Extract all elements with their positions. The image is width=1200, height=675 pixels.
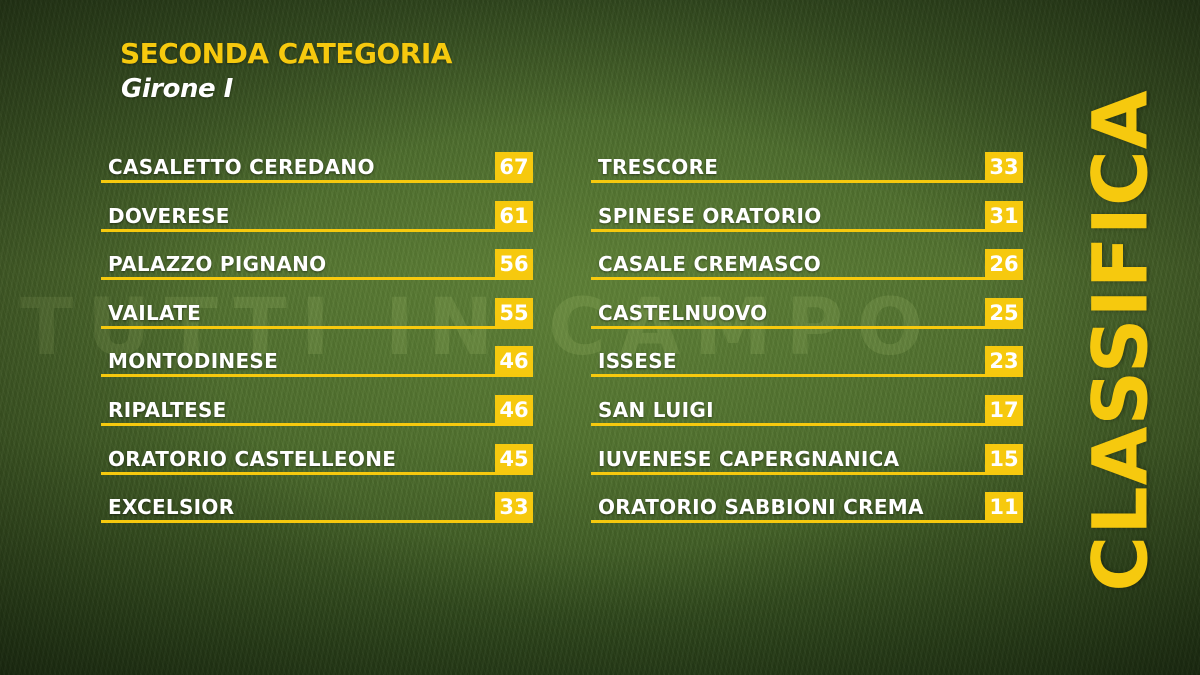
points-badge: 11 bbox=[985, 492, 1023, 524]
row-underline bbox=[101, 180, 495, 183]
row-underline bbox=[101, 277, 495, 281]
row-underline bbox=[591, 228, 985, 232]
points-badge: 61 bbox=[495, 200, 533, 232]
competition-title: SECONDA CATEGORIA bbox=[120, 37, 452, 70]
standings-row: IUVENESE CAPERGNANICA 15 bbox=[591, 443, 1023, 476]
team-name: PALAZZO PIGNANO bbox=[108, 252, 327, 277]
standings-row: ISSESE 23 bbox=[591, 346, 1023, 378]
standings-row: RIPALTESE 46 bbox=[101, 394, 533, 427]
points-badge: 45 bbox=[495, 443, 533, 475]
team-name: DOVERESE bbox=[108, 203, 230, 228]
points-badge: 26 bbox=[985, 249, 1023, 281]
standings-row: ORATORIO SABBIONI CREMA 11 bbox=[591, 492, 1023, 524]
team-name: CASALE CREMASCO bbox=[598, 252, 822, 277]
team-name: TRESCORE bbox=[598, 155, 719, 179]
points-badge: 56 bbox=[495, 249, 533, 281]
team-name: IUVENESE CAPERGNANICA bbox=[598, 446, 900, 471]
team-name: CASTELNUOVO bbox=[598, 300, 768, 325]
row-underline bbox=[591, 325, 985, 329]
row-underline bbox=[101, 228, 495, 232]
points-badge: 33 bbox=[495, 492, 533, 524]
classifica-label: CLASSIFICA bbox=[1070, 80, 1170, 600]
row-underline bbox=[591, 422, 985, 426]
standings-column-right: TRESCORE 33 SPINESE ORATORIO 31 CASALE C… bbox=[591, 152, 1023, 541]
classifica-text: CLASSIFICA bbox=[1075, 88, 1165, 592]
team-name: SPINESE ORATORIO bbox=[598, 203, 822, 228]
standings-column-left: CASALETTO CEREDANO 67 DOVERESE 61 PALAZZ… bbox=[101, 152, 533, 541]
standings-row: SPINESE ORATORIO 31 bbox=[591, 200, 1023, 233]
standings-row: MONTODINESE 46 bbox=[101, 346, 533, 378]
row-underline bbox=[101, 471, 495, 475]
points-badge: 46 bbox=[495, 394, 533, 426]
standings-row: TRESCORE 33 bbox=[591, 152, 1023, 184]
standings-row: EXCELSIOR 33 bbox=[101, 492, 533, 524]
row-underline bbox=[101, 374, 495, 378]
points-badge: 55 bbox=[495, 297, 533, 329]
team-name: ORATORIO SABBIONI CREMA bbox=[598, 495, 924, 520]
team-name: CASALETTO CEREDANO bbox=[108, 155, 375, 179]
team-name: RIPALTESE bbox=[108, 397, 227, 422]
group-subtitle: Girone I bbox=[121, 74, 233, 104]
row-underline bbox=[101, 422, 495, 426]
row-underline bbox=[591, 277, 985, 281]
row-underline bbox=[591, 180, 985, 183]
team-name: SAN LUIGI bbox=[598, 397, 714, 422]
standings-row: CASALE CREMASCO 26 bbox=[591, 249, 1023, 281]
team-name: EXCELSIOR bbox=[108, 495, 235, 520]
row-underline bbox=[591, 520, 985, 524]
row-underline bbox=[101, 520, 495, 524]
team-name: ISSESE bbox=[598, 349, 677, 374]
points-badge: 25 bbox=[985, 297, 1023, 329]
standings-row: SAN LUIGI 17 bbox=[591, 394, 1023, 427]
team-name: ORATORIO CASTELLEONE bbox=[108, 446, 397, 471]
standings-row: CASTELNUOVO 25 bbox=[591, 297, 1023, 330]
standings-row: CASALETTO CEREDANO 67 bbox=[101, 152, 533, 184]
points-badge: 17 bbox=[985, 394, 1023, 426]
points-badge: 33 bbox=[985, 152, 1023, 183]
points-badge: 31 bbox=[985, 200, 1023, 232]
standings-row: ORATORIO CASTELLEONE 45 bbox=[101, 443, 533, 476]
row-underline bbox=[591, 471, 985, 475]
row-underline bbox=[101, 325, 495, 329]
standings-row: VAILATE 55 bbox=[101, 297, 533, 330]
row-underline bbox=[591, 374, 985, 378]
points-badge: 15 bbox=[985, 443, 1023, 475]
standings-row: PALAZZO PIGNANO 56 bbox=[101, 249, 533, 281]
points-badge: 46 bbox=[495, 346, 533, 378]
team-name: MONTODINESE bbox=[108, 349, 279, 374]
standings-row: DOVERESE 61 bbox=[101, 200, 533, 233]
points-badge: 67 bbox=[495, 152, 533, 183]
team-name: VAILATE bbox=[108, 300, 202, 325]
points-badge: 23 bbox=[985, 346, 1023, 378]
